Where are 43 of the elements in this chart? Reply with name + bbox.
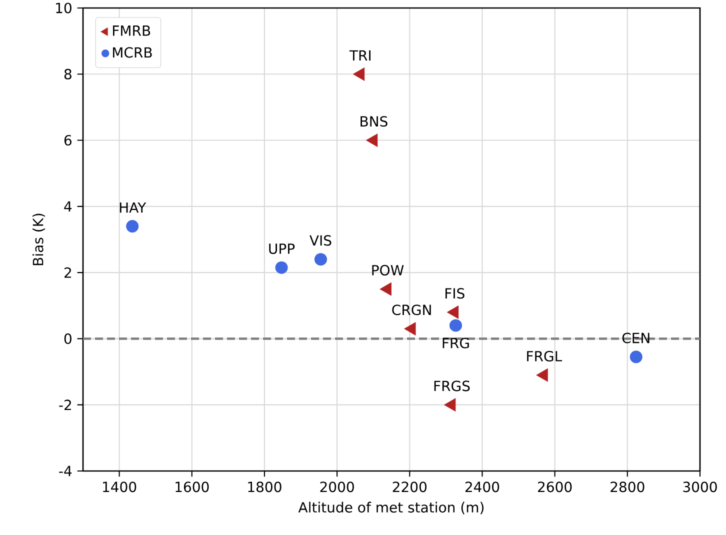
point (444, 398, 456, 412)
y-tick-label: 2 (64, 267, 71, 278)
x-tick-label: 1600 (176, 482, 209, 492)
point (380, 282, 392, 296)
point (314, 253, 327, 266)
legend-label: FMRB (112, 26, 150, 36)
x-tick-label: 2800 (610, 482, 644, 492)
annotation: HAY (120, 202, 146, 213)
y-tick-label: 0 (64, 333, 72, 344)
point (447, 306, 459, 319)
x-tick-label: 1800 (248, 482, 282, 492)
y-tick-label: -4 (59, 466, 72, 476)
annotation: TRI (349, 50, 370, 61)
y-tick-label: 6 (64, 134, 72, 146)
point (353, 68, 365, 81)
annotation: VIS (310, 235, 332, 246)
x-tick-label: 2600 (538, 482, 572, 492)
annotation: CEN (622, 332, 650, 344)
y-tick-label: -2 (59, 400, 71, 410)
annotation: FIS (445, 288, 464, 299)
point (366, 134, 378, 147)
x-axis-title: Altitude of met station (m) (298, 502, 484, 514)
x-tick-label: 3000 (683, 482, 717, 492)
y-tick-label: 10 (56, 2, 72, 14)
point (404, 322, 416, 336)
annotation: FRG (442, 338, 469, 348)
point (275, 261, 288, 274)
legend-label: MCRB (112, 47, 152, 58)
annotation: POW (372, 264, 404, 276)
point (536, 368, 548, 382)
annotation: UPP (269, 244, 295, 254)
y-axis-title: Bias (K) (32, 214, 45, 266)
x-tick-label: 2400 (465, 482, 500, 492)
x-tick-label: 1400 (103, 482, 136, 492)
y-tick-label: 8 (64, 68, 72, 80)
y-tick-label: 4 (64, 201, 72, 212)
annotation: FRGS (434, 380, 470, 392)
point (126, 220, 139, 233)
x-tick-label: 2000 (320, 482, 354, 492)
annotation: CRGN (392, 304, 431, 316)
annotation: BNS (360, 116, 388, 127)
x-tick-label: 2200 (392, 482, 427, 492)
annotation: FRGL (527, 350, 562, 362)
